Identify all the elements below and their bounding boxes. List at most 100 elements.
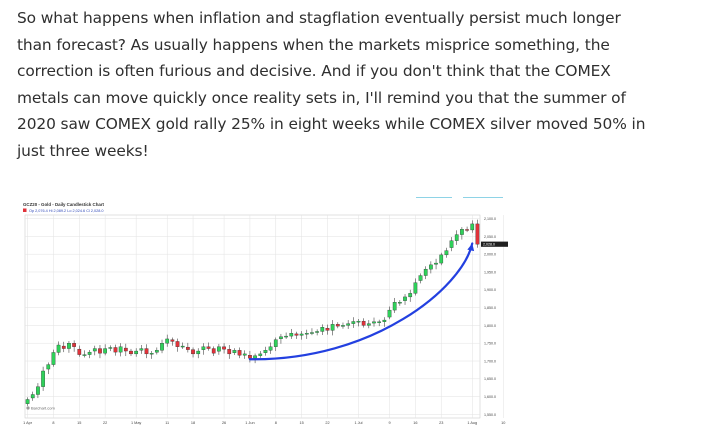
y-tick-label: 1,600.0 bbox=[484, 395, 496, 399]
candle-body bbox=[82, 354, 87, 356]
candle-body bbox=[103, 348, 107, 354]
candle-body bbox=[237, 350, 242, 356]
x-tick-label: 8 bbox=[52, 421, 54, 425]
candle-body bbox=[273, 339, 278, 347]
candle-body bbox=[403, 296, 407, 301]
gold-candlestick-chart: GCZ20 - Gold - Daily Candlestick Chart O… bbox=[17, 199, 520, 430]
candle-body bbox=[118, 346, 123, 353]
candle-body bbox=[87, 351, 92, 355]
candle-body bbox=[46, 364, 51, 370]
candle-body bbox=[134, 350, 139, 355]
price-badge bbox=[481, 241, 508, 247]
candle-body bbox=[444, 250, 449, 256]
y-tick-label: 1,700.0 bbox=[484, 359, 496, 363]
paragraph-line: correction is often furious and decisive… bbox=[17, 62, 611, 80]
candle-body bbox=[377, 321, 382, 323]
candle-body bbox=[460, 229, 464, 235]
candle-body bbox=[310, 332, 314, 334]
x-tick-label: 10 bbox=[501, 421, 505, 425]
chart-title: GCZ20 - Gold - Daily Candlestick Chart bbox=[23, 202, 105, 207]
candle-body bbox=[398, 302, 402, 304]
candle-body bbox=[175, 341, 180, 347]
y-tick-label: 2,050.0 bbox=[484, 235, 496, 239]
candle-body bbox=[144, 348, 149, 355]
candle-body bbox=[366, 323, 371, 326]
candle-body bbox=[475, 223, 480, 245]
candle-body bbox=[341, 325, 345, 327]
candle-body bbox=[279, 336, 283, 339]
x-tick-label: 1 May bbox=[131, 421, 141, 425]
paragraph-line: 2020 saw COMEX gold rally 25% in eight w… bbox=[17, 115, 646, 133]
candle-body bbox=[325, 327, 330, 331]
candle-body bbox=[222, 346, 226, 350]
candle-body bbox=[263, 350, 268, 353]
article-paragraph: So what happens when inflation and stagf… bbox=[17, 5, 707, 164]
candle-body bbox=[149, 353, 154, 355]
candle-body bbox=[351, 321, 356, 324]
candle-body bbox=[196, 350, 201, 355]
x-tick-label: 1 Aug bbox=[467, 421, 477, 425]
x-tick-label: 16 bbox=[413, 421, 417, 425]
candle-body bbox=[470, 223, 475, 231]
candle-body bbox=[61, 345, 66, 349]
candle-body bbox=[408, 293, 413, 298]
x-tick-label: 1 Apr bbox=[23, 421, 33, 425]
candle-body bbox=[227, 349, 232, 355]
x-tick-label: 8 bbox=[275, 421, 277, 425]
trend-arrowhead bbox=[467, 243, 475, 252]
candle-body bbox=[191, 349, 195, 355]
candle-body bbox=[51, 352, 56, 365]
candle-body bbox=[98, 348, 102, 354]
candle-body bbox=[129, 350, 133, 355]
candle-body bbox=[123, 347, 128, 352]
candle-body bbox=[72, 343, 76, 347]
candle-body bbox=[165, 338, 170, 344]
y-tick-label: 1,950.0 bbox=[484, 270, 496, 274]
paragraph-line: than forecast? As usually happens when t… bbox=[17, 35, 610, 54]
candle-body bbox=[108, 347, 113, 349]
x-tick-label: 15 bbox=[300, 421, 304, 425]
candle-body bbox=[77, 348, 82, 355]
x-tick-label: 22 bbox=[103, 421, 107, 425]
y-tick-label: 1,750.0 bbox=[484, 342, 496, 346]
candle-body bbox=[289, 333, 294, 337]
candle-body bbox=[372, 321, 376, 324]
candle-body bbox=[41, 370, 45, 387]
candle-body bbox=[284, 335, 288, 338]
x-tick-label: 23 bbox=[439, 421, 443, 425]
candle-body bbox=[299, 333, 304, 336]
price-badge-label: 2,028.0 bbox=[483, 243, 495, 247]
candle-body bbox=[253, 355, 257, 359]
paragraph-line: So what happens when inflation and stagf… bbox=[17, 9, 621, 27]
x-tick-label: 22 bbox=[325, 421, 329, 425]
y-tick-label: 1,850.0 bbox=[484, 306, 496, 310]
candle-body bbox=[170, 339, 175, 342]
candle-body bbox=[434, 262, 438, 265]
candle-body bbox=[423, 268, 428, 276]
candle-body bbox=[139, 348, 144, 351]
candle-body bbox=[429, 264, 433, 270]
decorative-line bbox=[463, 197, 503, 198]
candle-body bbox=[25, 399, 30, 404]
candle-body bbox=[361, 320, 366, 326]
candle-body bbox=[201, 346, 206, 350]
x-tick-label: 26 bbox=[222, 421, 226, 425]
x-tick-label: 11 bbox=[165, 421, 169, 425]
candle-body bbox=[454, 234, 459, 241]
watermark-icon bbox=[26, 406, 30, 410]
candle-body bbox=[217, 346, 221, 352]
candle-body bbox=[258, 353, 263, 356]
y-tick-label: 1,900.0 bbox=[484, 288, 496, 292]
candle-body bbox=[449, 240, 454, 248]
candle-body bbox=[330, 324, 335, 331]
candle-body bbox=[418, 275, 423, 281]
x-tick-label: 18 bbox=[191, 421, 195, 425]
candle-body bbox=[413, 282, 418, 294]
candle-body bbox=[160, 343, 164, 351]
x-tick-label: 1 Jun bbox=[245, 421, 254, 425]
y-tick-label: 1,650.0 bbox=[484, 377, 496, 381]
candle-body bbox=[36, 386, 40, 395]
candle-body bbox=[315, 331, 319, 333]
candle-body bbox=[180, 345, 185, 348]
trend-arrow bbox=[248, 242, 474, 361]
